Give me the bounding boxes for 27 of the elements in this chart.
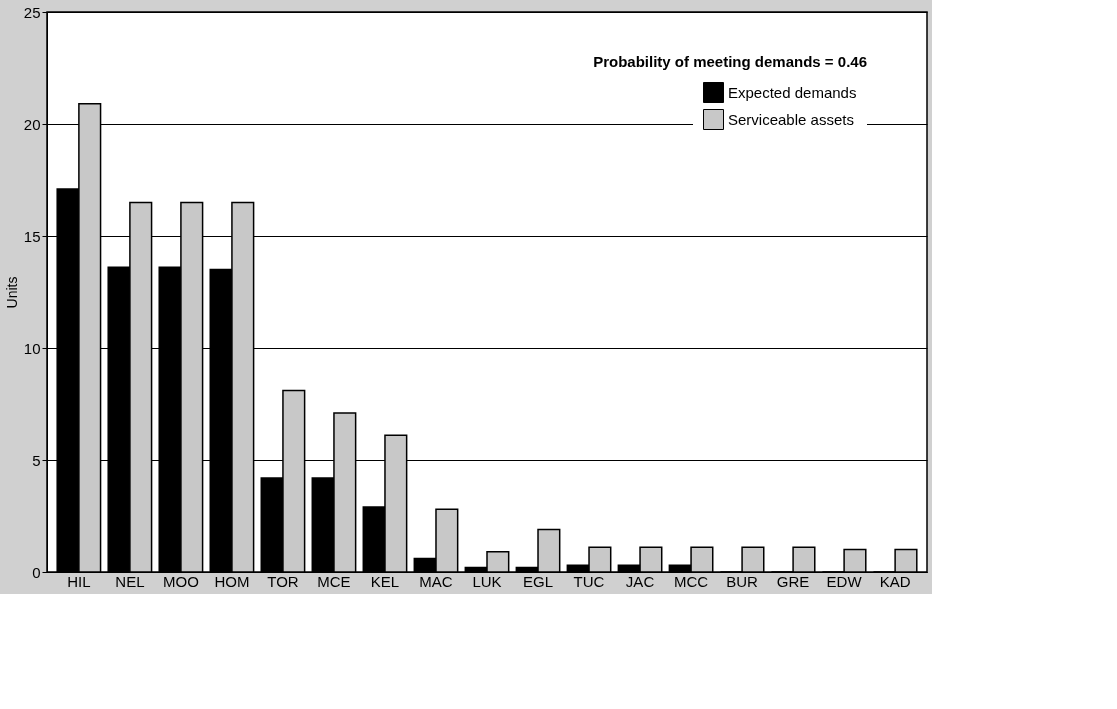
annotation: Probability of meeting demands = 0.46: [593, 53, 867, 70]
x-tick-label: LUK: [472, 572, 502, 590]
y-axis-title: Units: [3, 276, 20, 309]
legend-label: Expected demands: [728, 83, 857, 101]
x-tick-label: HIL: [67, 572, 91, 590]
legend-label: Serviceable assets: [728, 110, 854, 128]
x-tick-label: NEL: [115, 572, 145, 590]
x-tick-label: BUR: [726, 572, 759, 590]
y-tick-label: 0: [32, 563, 41, 581]
x-tick-label: TOR: [267, 572, 299, 590]
x-tick-label: MCC: [673, 572, 709, 590]
x-tick-label: EDW: [826, 572, 863, 590]
x-tick-label: HOM: [214, 572, 250, 590]
y-tick-label: 5: [32, 451, 41, 469]
x-tick-label: KEL: [370, 572, 400, 590]
x-tick-label: GRE: [776, 572, 810, 590]
x-tick-label: MAC: [419, 572, 453, 590]
x-tick-label: JAC: [625, 572, 655, 590]
y-tick-label: 20: [23, 115, 41, 133]
y-tick-label: 15: [23, 227, 41, 245]
x-tick-label: MCE: [317, 572, 351, 590]
x-tick-label: MOO: [162, 572, 199, 590]
y-tick-label: 10: [23, 339, 41, 357]
x-tick-label: EGL: [523, 572, 554, 590]
x-tick-label: KAD: [879, 572, 911, 590]
y-tick-label: 25: [23, 3, 41, 21]
x-tick-label: TUC: [573, 572, 605, 590]
